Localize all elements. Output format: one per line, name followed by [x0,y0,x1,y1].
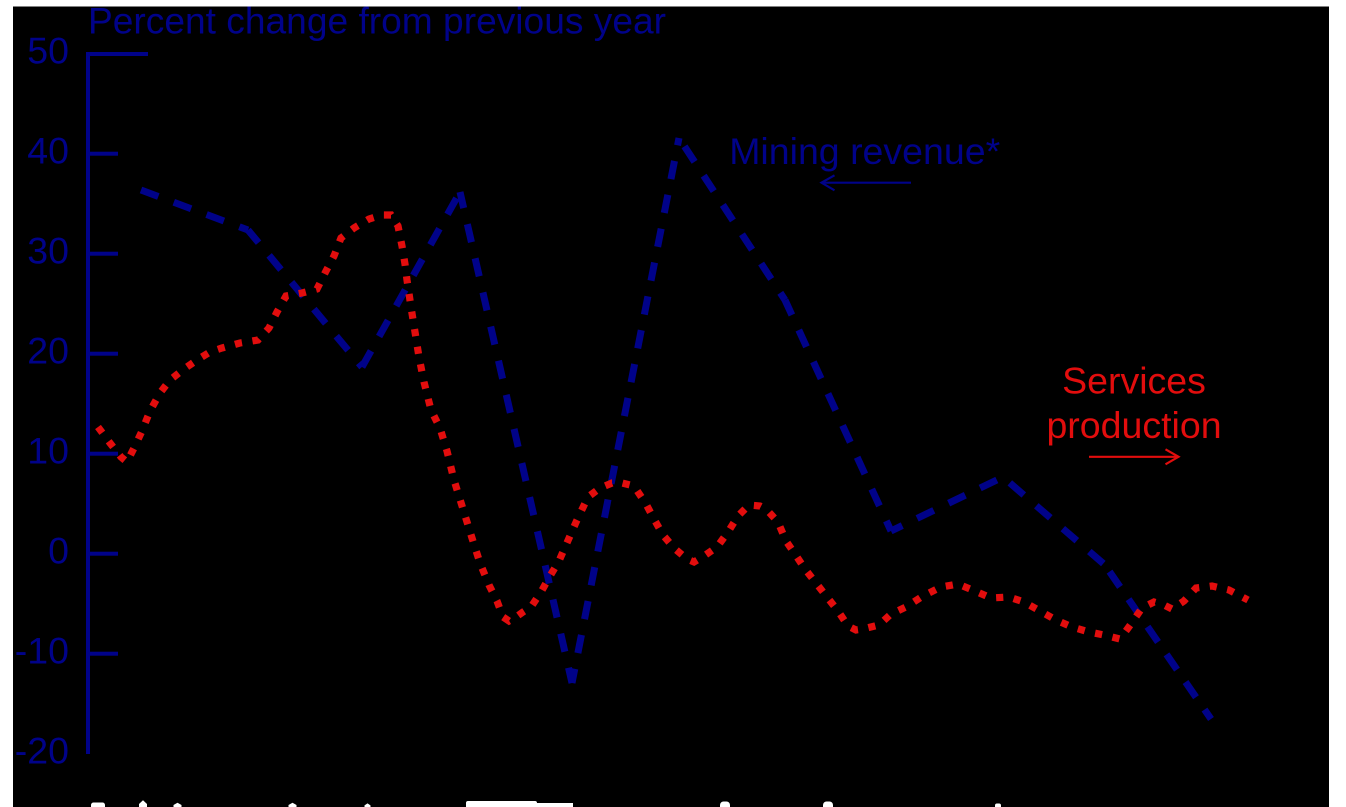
svg-text:10: 10 [27,430,69,472]
svg-text:Percent change from previous y: Percent change from previous year [88,0,666,41]
svg-text:0: 0 [48,530,69,572]
svg-text:-10: -10 [15,630,69,672]
svg-text:Mining revenue*: Mining revenue* [729,130,1000,172]
svg-text:50: 50 [27,30,69,72]
svg-text:40: 40 [27,130,69,172]
svg-text:production: production [1046,404,1221,446]
svg-text:30: 30 [27,230,69,272]
svg-text:-20: -20 [15,730,69,772]
svg-text:Services: Services [1062,360,1206,402]
svg-text:20: 20 [27,330,69,372]
